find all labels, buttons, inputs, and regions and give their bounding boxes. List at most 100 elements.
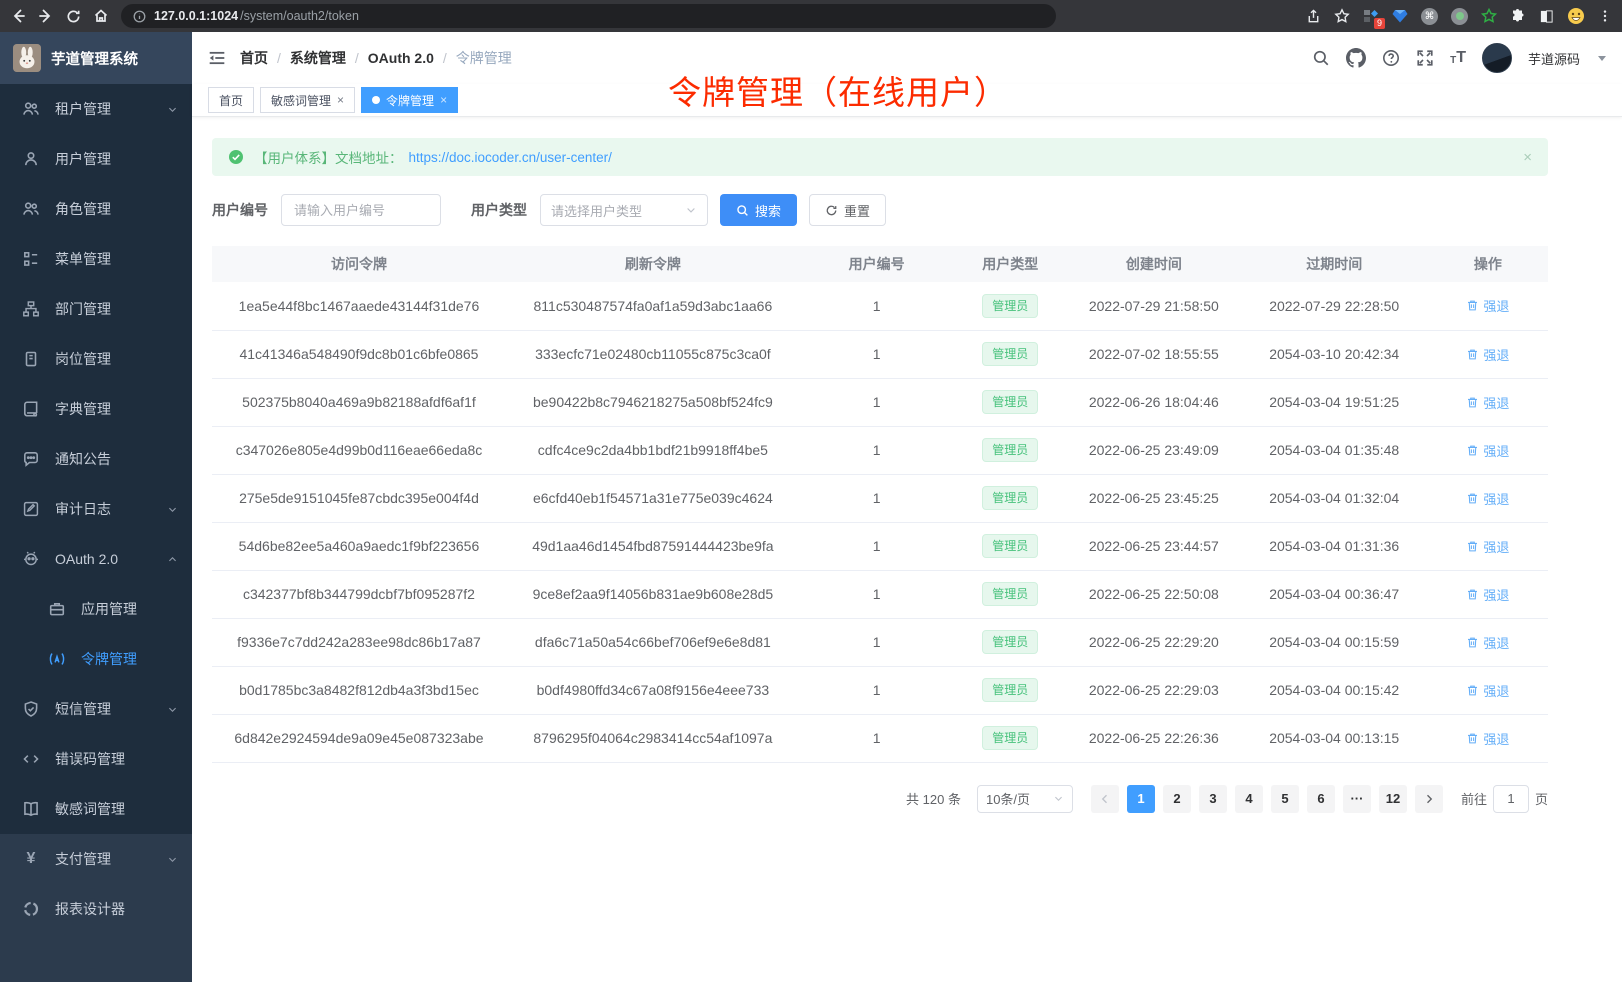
sidebar-item-notice[interactable]: 通知公告 <box>0 434 192 484</box>
table-row: f9336e7c7dd242a283ee98dc86b17a87 dfa6c71… <box>212 618 1548 667</box>
collapse-sidebar-icon[interactable] <box>208 49 226 67</box>
force-logout-button[interactable]: 强退 <box>1466 489 1509 508</box>
browser-reload-icon[interactable] <box>66 9 81 24</box>
user-id-cell: 1 <box>799 618 954 667</box>
sidebar-item-menu-mgmt[interactable]: 菜单管理 <box>0 234 192 284</box>
page-size-select[interactable]: 10条/页 <box>976 784 1073 813</box>
puzzle-extensions-icon[interactable] <box>1510 8 1526 24</box>
user-id-input[interactable] <box>281 194 441 226</box>
breadcrumb-oauth[interactable]: OAuth 2.0 <box>367 50 434 66</box>
sidebar-item-role[interactable]: 角色管理 <box>0 184 192 234</box>
prev-page-button[interactable] <box>1090 784 1119 813</box>
github-icon[interactable] <box>1346 48 1367 68</box>
search-button[interactable]: 搜索 <box>720 194 798 226</box>
sidebar-item-token-mgmt[interactable]: 令牌管理 <box>0 634 192 684</box>
alert-text: 【用户体系】文档地址： <box>254 151 403 166</box>
browser-back-icon[interactable] <box>10 8 26 24</box>
address-bar[interactable]: 127.0.0.1:1024/system/oauth2/token <box>121 4 1056 28</box>
page-number-button[interactable]: ··· <box>1342 784 1371 813</box>
browser-menu-icon[interactable] <box>1598 9 1612 23</box>
tab-close-icon[interactable]: × <box>337 93 345 107</box>
emoji-profile-icon[interactable] <box>1567 7 1585 25</box>
sidebar-item-tenant[interactable]: 租户管理 <box>0 84 192 134</box>
page-number-button[interactable]: 2 <box>1162 784 1191 813</box>
user-type-select[interactable]: 请选择用户类型 <box>540 194 708 226</box>
page-number-button[interactable]: 1 <box>1126 784 1155 813</box>
breadcrumb-system[interactable]: 系统管理 <box>289 50 346 66</box>
page-number-button[interactable]: 6 <box>1306 784 1335 813</box>
url-host: 127.0.0.1:1024 <box>154 9 239 23</box>
gem-extension-icon[interactable] <box>1392 8 1408 24</box>
sidebar-item-errcode[interactable]: 错误码管理 <box>0 734 192 784</box>
goto-page-input[interactable] <box>1492 784 1529 813</box>
sidebar-item-oauth-app[interactable]: 应用管理 <box>0 584 192 634</box>
menu-label: 审计日志 <box>55 501 111 517</box>
browser-home-icon[interactable] <box>93 8 109 24</box>
token-table: 访问令牌 刷新令牌 用户编号 用户类型 创建时间 过期时间 操作 1ea5 <box>212 246 1548 763</box>
breadcrumb-home[interactable]: 首页 <box>240 50 268 66</box>
chevron-down-icon <box>169 107 176 112</box>
sidebar-item-dict[interactable]: 字典管理 <box>0 384 192 434</box>
header-search-icon[interactable] <box>1312 49 1330 67</box>
site-info-icon[interactable] <box>133 10 146 23</box>
force-logout-button[interactable]: 强退 <box>1466 681 1509 700</box>
sidebar-item-oauth2[interactable]: OAuth 2.0 <box>0 534 192 584</box>
page-number-button[interactable]: 5 <box>1270 784 1299 813</box>
sidebar-item-sensitive-word[interactable]: 敏感词管理 <box>0 784 192 834</box>
col-refresh-token: 刷新令牌 <box>505 246 800 282</box>
force-logout-button[interactable]: 强退 <box>1466 633 1509 652</box>
tab-close-icon[interactable]: × <box>440 93 448 107</box>
menu-label: 岗位管理 <box>55 351 111 367</box>
force-logout-button[interactable]: 强退 <box>1466 441 1509 460</box>
share-icon[interactable] <box>1306 8 1321 24</box>
app-logo[interactable]: 芋道管理系统 <box>0 32 192 84</box>
menu-label: 字典管理 <box>55 401 111 417</box>
expires-cell: 2054-03-04 01:35:48 <box>1240 426 1428 475</box>
sidebar-item-report-designer[interactable]: 报表设计器 <box>0 884 192 934</box>
page-number-button[interactable]: 12 <box>1378 784 1407 813</box>
browser-forward-icon[interactable] <box>38 8 54 24</box>
next-page-button[interactable] <box>1414 784 1443 813</box>
sidebar-item-post[interactable]: 岗位管理 <box>0 334 192 384</box>
force-logout-button[interactable]: 强退 <box>1466 537 1509 556</box>
sidebar-item-user[interactable]: 用户管理 <box>0 134 192 184</box>
doc-link[interactable]: https://doc.iocoder.cn/user-center/ <box>408 149 612 165</box>
page-number-button[interactable]: 3 <box>1198 784 1227 813</box>
user-type-badge: 管理员 <box>982 678 1039 702</box>
alert-close-icon[interactable]: × <box>1523 148 1532 166</box>
sidebar-item-dept[interactable]: 部门管理 <box>0 284 192 334</box>
extension-grid-icon[interactable]: 9 <box>1363 8 1385 29</box>
menu-label: 菜单管理 <box>55 251 111 267</box>
page-size-value: 10条/页 <box>985 792 1031 807</box>
sidebar-item-sms[interactable]: 短信管理 <box>0 684 192 734</box>
table-row: c347026e805e4d99b0d116eae66eda8c cdfc4ce… <box>212 426 1548 475</box>
star-extension-icon[interactable] <box>1481 8 1497 24</box>
sidebar-item-pay[interactable]: ¥ 支付管理 <box>0 834 192 884</box>
force-logout-button[interactable]: 强退 <box>1466 729 1509 748</box>
force-logout-button[interactable]: 强退 <box>1466 585 1509 604</box>
table-header-row: 访问令牌 刷新令牌 用户编号 用户类型 创建时间 过期时间 操作 <box>212 246 1548 282</box>
sidebar-item-audit-log[interactable]: 审计日志 <box>0 484 192 534</box>
tab-token-mgmt[interactable]: 令牌管理 × <box>361 87 459 113</box>
reader-mode-icon[interactable] <box>1539 9 1554 24</box>
bookmark-star-icon[interactable] <box>1334 8 1350 24</box>
created-cell: 2022-06-25 23:49:09 <box>1067 426 1241 475</box>
reset-button[interactable]: 重置 <box>809 194 887 226</box>
page-number-button[interactable]: 4 <box>1234 784 1263 813</box>
expires-cell: 2054-03-04 00:15:42 <box>1240 666 1428 715</box>
tab-home[interactable]: 首页 <box>208 87 255 113</box>
help-icon[interactable] <box>1382 49 1400 67</box>
command-extension-icon[interactable]: ⌘ <box>1421 7 1438 25</box>
tab-sensitive-word[interactable]: 敏感词管理 × <box>260 87 356 113</box>
user-menu-caret-icon[interactable] <box>1598 55 1606 61</box>
force-logout-button[interactable]: 强退 <box>1466 393 1509 412</box>
success-check-icon <box>228 149 244 165</box>
table-row: 275e5de9151045fe87cbdc395e004f4d e6cfd40… <box>212 474 1548 523</box>
user-avatar[interactable] <box>1481 43 1512 73</box>
recorder-extension-icon[interactable] <box>1451 7 1468 25</box>
force-logout-button[interactable]: 强退 <box>1466 345 1509 364</box>
fullscreen-icon[interactable] <box>1416 49 1434 67</box>
force-logout-button[interactable]: 强退 <box>1466 296 1509 315</box>
